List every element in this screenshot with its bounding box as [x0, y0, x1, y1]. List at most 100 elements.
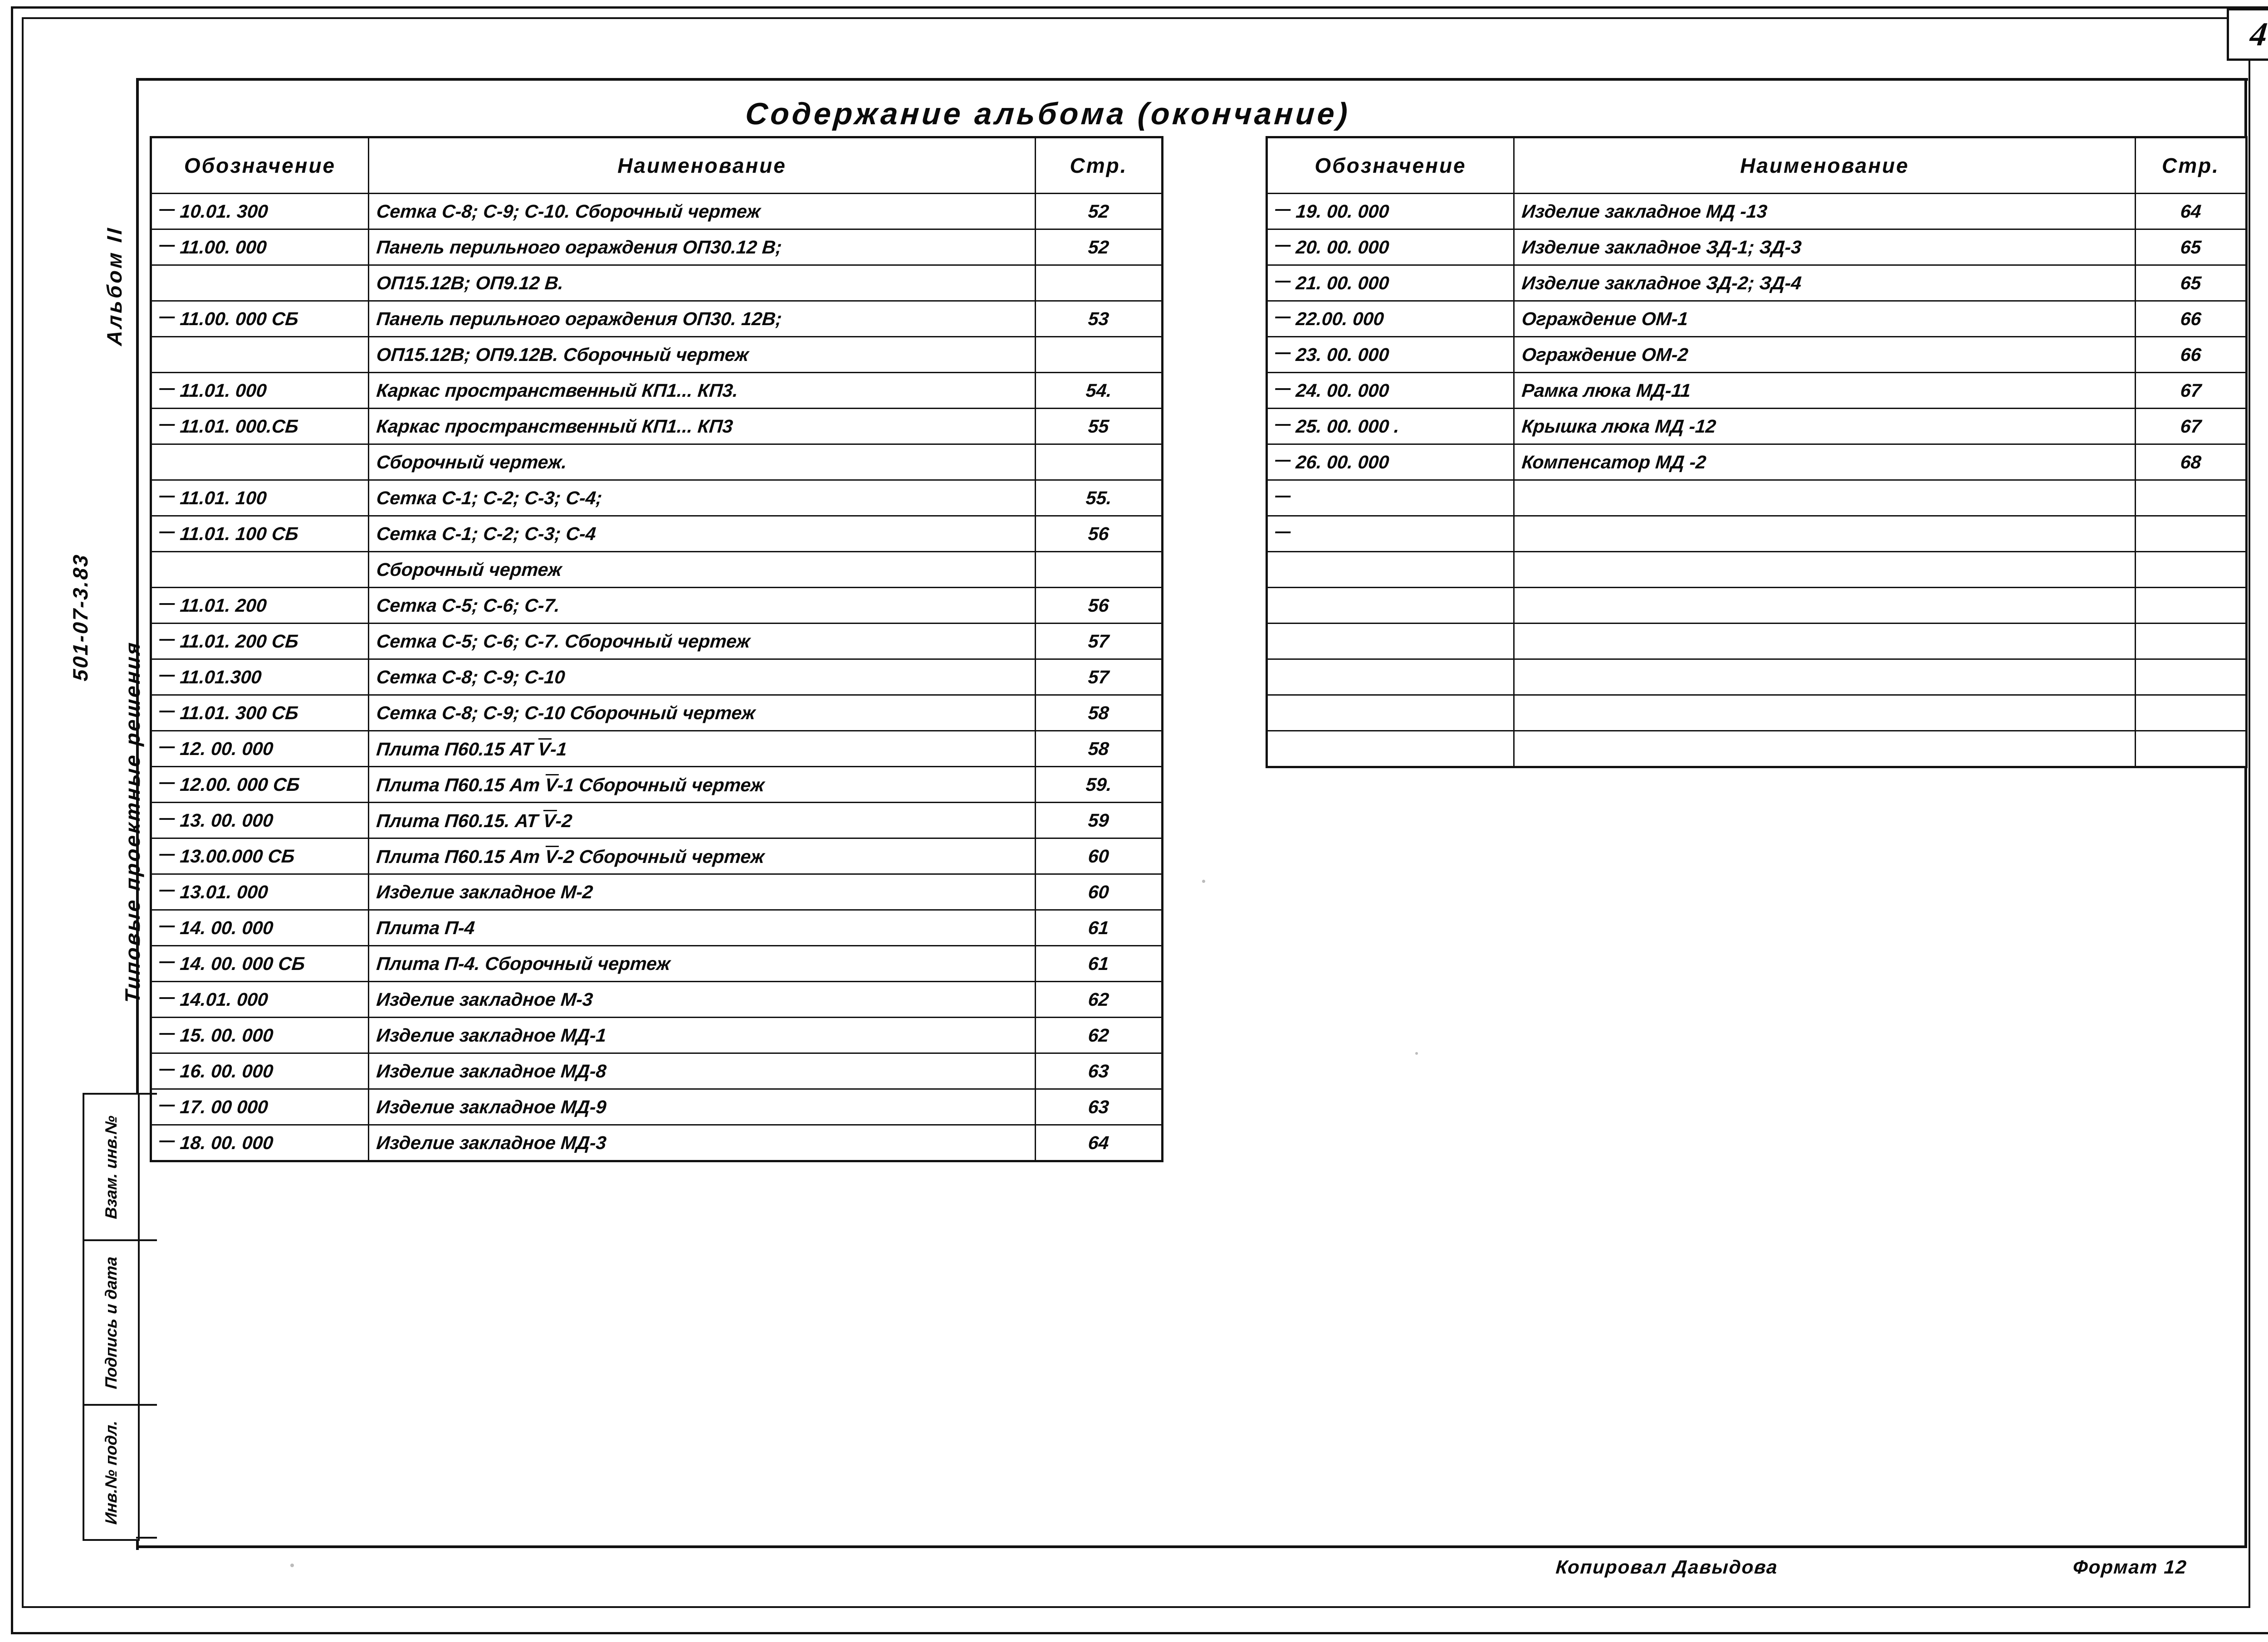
dash-mark — [159, 388, 175, 390]
cell-name: Каркас пространственный КП1... КП3 — [368, 408, 1036, 445]
cell-designation: 12.00. 000 СБ — [150, 766, 369, 803]
cell-designation — [1266, 479, 1515, 516]
table-row: 24. 00. 000 Рамка люка МД-11 67 — [1266, 372, 2247, 409]
cell-designation — [1266, 694, 1515, 731]
cell-designation: 11.01. 000.СБ — [150, 408, 369, 445]
drawing-frame — [136, 78, 2248, 1550]
cell-name — [1513, 587, 2136, 624]
cell-page: 57 — [1035, 658, 1163, 696]
dash-mark — [159, 424, 175, 426]
table-row: ОП15.12В; ОП9.12В. Сборочный чертеж — [150, 336, 1163, 373]
cell-name: Плита П60.15. АТ V-2 — [368, 802, 1036, 839]
cell-page: 62 — [1035, 1017, 1163, 1054]
cell-name: Изделие закладное М-3 — [368, 981, 1036, 1018]
cell-name: Сетка С-5; С-6; С-7. — [368, 587, 1036, 624]
cell-page: 61 — [1035, 945, 1163, 982]
cell-page: 56 — [1035, 515, 1163, 552]
cell-name — [1513, 515, 2136, 552]
cell-page: 53 — [1035, 300, 1163, 337]
column-header-name: Наименование — [368, 136, 1036, 194]
table-row — [1266, 658, 2247, 696]
cell-page — [1035, 443, 1163, 481]
cell-designation — [1266, 730, 1515, 768]
dash-mark — [159, 710, 175, 712]
contents-table-left: Обозначение Наименование Стр. 10.01. 300… — [150, 136, 1163, 1162]
cell-designation: 20. 00. 000 — [1266, 229, 1515, 266]
cell-name: Панель перильного ограждения ОП30. 12В; — [368, 300, 1036, 337]
cell-name: Плита П-4 — [368, 909, 1036, 946]
roman-numeral-five: V — [542, 810, 557, 831]
cell-name: Панель перильного ограждения ОП30.12 В; — [368, 229, 1036, 266]
cell-name — [1513, 551, 2136, 588]
cell-name: Ограждение ОМ-1 — [1513, 300, 2136, 337]
cell-designation: 11.01. 200 СБ — [150, 623, 369, 660]
cell-name: Изделие закладное МД-8 — [368, 1052, 1036, 1090]
cell-designation: 11.01. 100 — [150, 479, 369, 516]
footer-format: Формат 12 — [2072, 1556, 2188, 1578]
cell-designation: 23. 00. 000 — [1266, 336, 1515, 373]
cell-designation: 14. 00. 000 — [150, 909, 369, 946]
table-row — [1266, 515, 2247, 552]
cell-page: 66 — [2135, 336, 2247, 373]
dash-mark — [159, 889, 175, 892]
cell-name: Плита П60.15 Ат V-1 Сборочный чертеж — [368, 766, 1036, 803]
table-row — [1266, 479, 2247, 516]
stamp-label-inv: Инв.№ подл. — [102, 1419, 120, 1525]
table-row: 15. 00. 000 Изделие закладное МД-1 62 — [150, 1017, 1163, 1054]
table-row: Сборочный чертеж — [150, 551, 1163, 588]
dash-mark — [159, 209, 175, 211]
cell-page: 63 — [1035, 1052, 1163, 1090]
cell-designation — [1266, 658, 1515, 696]
cell-page: 68 — [2135, 443, 2247, 481]
cell-designation: 17. 00 000 — [150, 1088, 369, 1126]
dash-mark — [159, 495, 175, 497]
cell-designation: 16. 00. 000 — [150, 1052, 369, 1090]
page-title: Содержание альбома (окончание) — [744, 97, 1352, 131]
table-right-body: 19. 00. 000 Изделие закладное МД -13 64 20.… — [1266, 193, 2247, 768]
contents-table-right: Обозначение Наименование Стр. 19. 00. 00… — [1266, 136, 2248, 768]
table-row — [1266, 551, 2247, 588]
stamp-cell-podpis: Подпись и дата — [84, 1241, 138, 1406]
cell-name: ОП15.12В; ОП9.12В. Сборочный чертеж — [368, 336, 1036, 373]
cell-name: Сетка С-8; С-9; С-10 Сборочный чертеж — [368, 694, 1036, 731]
dash-mark — [1275, 316, 1291, 318]
cell-page: 60 — [1035, 873, 1163, 911]
table-row: 26. 00. 000 Компенсатор МД -2 68 — [1266, 443, 2247, 481]
cell-name: Изделие закладное МД-9 — [368, 1088, 1036, 1126]
cell-name: Изделие закладное МД-1 — [368, 1017, 1036, 1054]
cell-designation: 11.01. 300 СБ — [150, 694, 369, 731]
cell-designation: 10.01. 300 — [150, 193, 369, 230]
cell-name: Плита П60.15 Ат V-2 Сборочный чертеж — [368, 838, 1036, 875]
table-row: 21. 00. 000 Изделие закладное ЗД-2; ЗД-4 6… — [1266, 264, 2247, 302]
table-row — [1266, 623, 2247, 660]
cell-page: 58 — [1035, 730, 1163, 767]
cell-name: Сборочный чертеж — [368, 551, 1036, 588]
dash-mark — [1275, 280, 1291, 283]
dash-mark — [159, 746, 175, 748]
stamp-tick-top — [136, 1093, 157, 1095]
dash-mark — [159, 531, 175, 533]
cell-designation — [150, 551, 369, 588]
stamp-tick-mid2 — [136, 1404, 157, 1406]
cell-page — [1035, 264, 1163, 302]
cell-name: Крышка люка МД -12 — [1513, 408, 2136, 445]
cell-name: Плита П60.15 АТ V-1 — [368, 730, 1036, 767]
table-row — [1266, 730, 2247, 768]
dash-mark — [159, 316, 175, 318]
column-header-page: Стр. — [2135, 136, 2247, 194]
series-label: Типовые проектные решения — [121, 640, 144, 1004]
page-number: 4 — [2248, 15, 2268, 53]
column-header-designation: Обозначение — [1266, 136, 1515, 194]
cell-page: 59 — [1035, 802, 1163, 839]
cell-name: Плита П-4. Сборочный чертеж — [368, 945, 1036, 982]
stamp-tick-bottom — [136, 1537, 157, 1539]
cell-designation: 19. 00. 000 — [1266, 193, 1515, 230]
dash-mark — [159, 925, 175, 927]
table-row: 12.00. 000 СБ Плита П60.15 Ат V-1 Сборочн… — [150, 766, 1163, 803]
table-row: 25. 00. 000 . Крышка люка МД -12 67 — [1266, 408, 2247, 445]
cell-page: 65 — [2135, 229, 2247, 266]
cell-name — [1513, 623, 2136, 660]
dash-mark — [159, 818, 175, 820]
cell-designation: 12. 00. 000 — [150, 730, 369, 767]
table-row: 11.00. 000 Панель перильного ограждения О… — [150, 229, 1163, 266]
